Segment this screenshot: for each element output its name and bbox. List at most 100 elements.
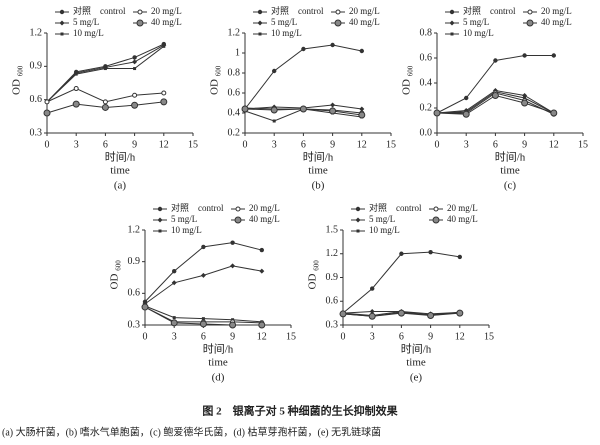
legend-marker	[157, 206, 163, 212]
y-tick-label: 0.8	[420, 27, 433, 38]
legend-marker	[355, 206, 361, 212]
legend-label: 对照 control	[463, 5, 516, 16]
legend-label: 20 mg/L	[249, 203, 280, 213]
marker	[230, 263, 236, 269]
panel-label: (e)	[410, 372, 423, 384]
marker	[397, 309, 405, 317]
marker	[101, 103, 109, 111]
marker	[358, 111, 366, 119]
marker	[44, 99, 50, 105]
series-line	[144, 242, 262, 303]
y-axis-label: OD	[307, 274, 319, 290]
marker	[491, 92, 499, 99]
marker	[428, 249, 433, 255]
y-tick-label: 0.3	[30, 127, 43, 138]
legend-marker	[158, 229, 162, 233]
marker	[201, 317, 205, 321]
marker	[330, 42, 335, 48]
legend-label: 10 mg/L	[271, 28, 302, 38]
legend-marker	[137, 9, 143, 15]
marker	[259, 247, 264, 253]
y-tick-label: 1.2	[128, 224, 141, 235]
legend-label: 20 mg/L	[151, 6, 182, 16]
marker	[522, 53, 527, 58]
legend-marker	[356, 229, 360, 233]
marker	[456, 309, 464, 317]
y-tick-label: 0.6	[128, 288, 141, 299]
legend-label: 5 mg/L	[369, 214, 395, 224]
x-tick-label: 0	[143, 331, 148, 342]
y-tick-label: 0.8	[228, 67, 241, 78]
series-line	[46, 43, 165, 103]
x-axis-label: 时间/h	[203, 343, 234, 356]
legend-label: 对照 control	[171, 202, 224, 213]
legend-label: 10 mg/L	[463, 28, 494, 38]
marker	[370, 286, 375, 291]
y-tick-label: 0.4	[420, 77, 433, 88]
legend-marker	[433, 206, 439, 212]
x-tick-label: 6	[201, 331, 206, 342]
legend-marker	[335, 9, 341, 15]
marker	[369, 309, 375, 315]
y-tick-label: 0.6	[420, 52, 433, 63]
x-tick-label: 12	[455, 331, 465, 342]
marker	[161, 90, 167, 96]
marker	[433, 109, 441, 117]
y-tick-label: 0.9	[30, 61, 43, 72]
legend-marker	[450, 32, 454, 36]
legend-marker	[527, 9, 533, 15]
y-tick-label: 0.9	[128, 256, 141, 267]
x-tick-label: 12	[257, 331, 267, 342]
x-tick-label: 3	[74, 139, 79, 150]
y-axis-label: OD	[209, 79, 221, 95]
marker	[199, 320, 207, 328]
x-axis-label-en: time	[110, 165, 130, 177]
marker	[259, 268, 265, 274]
x-tick-label: 6	[399, 331, 404, 342]
y-axis-label-subscript: 600	[215, 65, 223, 76]
x-tick-label: 15	[286, 331, 296, 342]
legend-label: 10 mg/L	[369, 225, 400, 235]
legend-label: 5 mg/L	[73, 17, 99, 27]
marker	[359, 106, 365, 112]
marker	[160, 98, 168, 106]
x-tick-label: 15	[188, 139, 198, 150]
x-tick-label: 12	[159, 139, 169, 150]
x-axis-label: 时间/h	[401, 343, 432, 356]
legend-marker	[157, 217, 163, 223]
series-line	[244, 44, 362, 110]
x-tick-label: 3	[272, 139, 277, 150]
marker	[73, 86, 79, 92]
marker	[493, 58, 498, 63]
marker	[132, 59, 138, 65]
marker	[399, 251, 404, 256]
y-axis-label: OD	[401, 79, 413, 95]
legend-label: 对照 control	[369, 202, 422, 213]
legend-marker	[60, 32, 64, 36]
legend-label: 20 mg/L	[541, 6, 572, 16]
y-axis-label: OD	[11, 79, 23, 95]
legend-marker	[526, 19, 534, 27]
legend-label: 5 mg/L	[463, 17, 489, 27]
x-tick-label: 15	[578, 139, 588, 150]
x-axis-label: 时间/h	[105, 151, 136, 164]
y-axis-label-subscript: 600	[115, 260, 123, 271]
x-tick-label: 15	[484, 331, 494, 342]
legend-marker	[59, 9, 65, 15]
marker	[272, 68, 277, 74]
marker	[103, 67, 107, 71]
x-axis-label-en: time	[308, 165, 328, 177]
marker	[270, 106, 278, 114]
x-tick-label: 0	[341, 331, 346, 342]
legend-marker	[234, 216, 242, 224]
y-axis-label-subscript: 600	[313, 260, 321, 271]
x-tick-label: 6	[301, 139, 306, 150]
y-tick-label: 0.6	[30, 94, 43, 105]
marker	[72, 100, 80, 108]
legend-label: 20 mg/L	[447, 203, 478, 213]
y-tick-label: 0.9	[326, 272, 339, 283]
legend-label: 40 mg/L	[151, 17, 182, 27]
marker	[464, 95, 469, 101]
marker	[339, 310, 347, 318]
